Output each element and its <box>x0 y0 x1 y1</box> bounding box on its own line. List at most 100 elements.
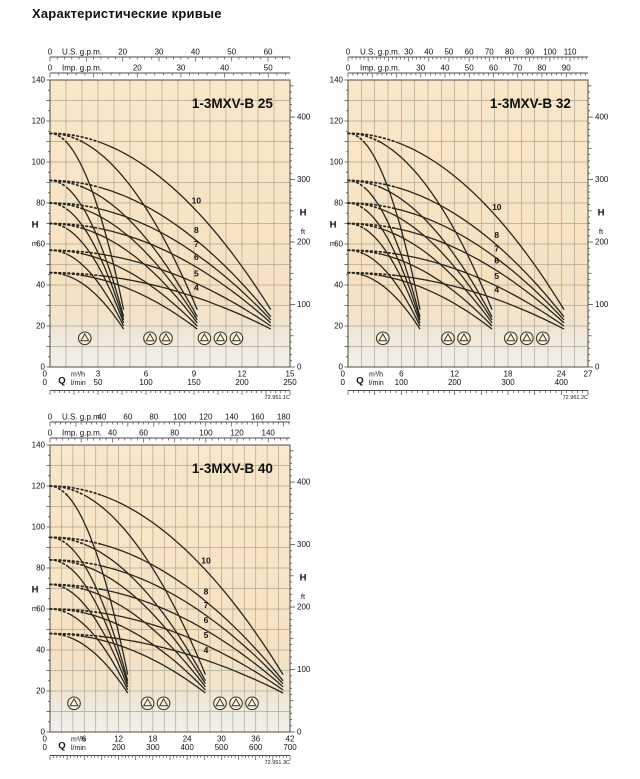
pump-icon-triangle <box>158 697 169 707</box>
curve-solid-6-3p <box>98 227 272 324</box>
us-gpm-label: 100 <box>543 48 557 57</box>
h-m-axis-title: H <box>330 220 337 231</box>
pump-icon-circle <box>375 331 390 346</box>
stage-label-4: 4 <box>194 282 199 292</box>
curve-solid-4-3p <box>101 635 284 694</box>
stage-label-10: 10 <box>192 196 202 206</box>
us-gpm-unit: U.S. g.p.m. <box>62 48 102 57</box>
curve-solid-10-1p <box>65 141 125 310</box>
curve-solid-6-3p <box>395 227 565 324</box>
q-axis-title: Q <box>356 376 363 387</box>
curve-solid-4-2p <box>82 274 198 330</box>
q-lmin-label: 500 <box>215 743 229 752</box>
y-left-label: 120 <box>330 117 344 126</box>
q-m3h-label: 24 <box>557 370 566 379</box>
curve-solid-10-3p <box>101 494 284 675</box>
y-left-label: 40 <box>36 646 45 655</box>
pump-icon <box>156 696 171 711</box>
pump-icon-circle <box>245 696 259 711</box>
curve-solid-4-2p <box>379 274 493 330</box>
curve-solid-4-3p <box>98 274 272 330</box>
curve-solid-6-1p <box>363 227 421 324</box>
pump-icon-triangle <box>215 697 225 707</box>
q-m3h-label: 6 <box>399 370 404 379</box>
us-gpm-label: 100 <box>173 413 187 422</box>
imp-gpm-unit: Imp. g.p.m. <box>62 429 102 438</box>
y-right-label: 0 <box>297 728 302 737</box>
us-gpm-label: 110 <box>564 48 577 57</box>
curve-solid-5-2p <box>84 612 206 691</box>
pump-icon-circle <box>197 331 212 346</box>
pump-icon <box>140 696 155 711</box>
pump-icon-circle <box>77 331 92 346</box>
y-right-label: 200 <box>297 603 311 612</box>
y-right-label: 100 <box>297 300 311 309</box>
curve-solid-10-2p <box>82 141 198 310</box>
pump-icon-circle <box>156 696 171 711</box>
us-gpm-zero: 0 <box>48 413 53 422</box>
pump-icon-circle <box>213 696 227 711</box>
us-gpm-label: 40 <box>97 413 106 422</box>
q-m3h-label: 12 <box>238 370 247 379</box>
pump-icon <box>197 331 212 346</box>
h-ft-axis-title: H <box>300 572 307 583</box>
y-left-label: 140 <box>32 441 46 450</box>
q-lmin-label: 100 <box>139 378 153 387</box>
pump-icon-circle <box>503 331 518 346</box>
stage-label-5: 5 <box>494 271 499 281</box>
curve-dashed-6-1p <box>49 222 68 230</box>
us-gpm-unit: U.S. g.p.m. <box>62 413 102 422</box>
stage-label-4: 4 <box>494 284 499 294</box>
pump-icon <box>503 331 518 346</box>
curve-dashed-8-3p <box>49 536 103 546</box>
pump-icon <box>229 331 244 346</box>
y-left-label: 40 <box>334 281 343 290</box>
chart-code: 72.951.3C <box>265 760 290 766</box>
y-left-label: 0 <box>339 363 344 372</box>
q-m3h-unit: m³/h <box>71 737 85 744</box>
curve-solid-4-2p <box>84 635 206 694</box>
q-lmin-unit: l/min <box>369 380 384 387</box>
q-lmin-label: 200 <box>235 378 249 387</box>
curve-dashed-6-3p <box>49 583 103 591</box>
q-lmin-label: 700 <box>283 743 297 752</box>
curve-solid-5-3p <box>395 253 565 327</box>
curve-dashed-4-1p <box>49 271 68 277</box>
pump-icon-triangle <box>231 332 242 342</box>
q-m3h-label: 18 <box>504 370 513 379</box>
us-gpm-label: 20 <box>118 48 127 57</box>
pump-icon <box>375 331 390 346</box>
curve-dashed-10-1p <box>347 132 365 143</box>
y-left-label: 80 <box>334 199 343 208</box>
pump-icon <box>143 331 157 346</box>
imp-gpm-label: 40 <box>441 64 450 73</box>
curve-dashed-4-1p <box>347 271 365 277</box>
y-left-label: 120 <box>32 482 46 491</box>
pump-icon <box>535 331 550 346</box>
y-left-label: 60 <box>334 240 343 249</box>
chart-title: 1-3MXV-B 32 <box>490 96 571 111</box>
imp-gpm-label: 80 <box>170 429 179 438</box>
chart-code: 72.961.2C <box>563 395 588 401</box>
q-lmin-label: 150 <box>187 378 201 387</box>
curve-dashed-5-1p <box>49 249 68 255</box>
us-gpm-label: 70 <box>485 48 494 57</box>
imp-gpm-label: 70 <box>513 64 522 73</box>
curve-solid-8-2p <box>82 186 198 318</box>
imp-gpm-label: 30 <box>176 64 185 73</box>
imp-gpm-label: 80 <box>538 64 547 73</box>
curve-solid-10-3p <box>98 141 272 310</box>
curve-solid-10-1p <box>363 141 421 310</box>
us-gpm-label: 140 <box>225 413 239 422</box>
curve-dashed-4-3p <box>49 632 103 638</box>
pump-icon <box>77 331 92 346</box>
y-right-label: 100 <box>595 300 609 309</box>
q-lmin-label: 200 <box>448 378 462 387</box>
curve-solid-10-2p <box>83 494 207 675</box>
q-m3h-unit: m³/h <box>71 372 85 379</box>
us-gpm-label: 80 <box>149 413 158 422</box>
q-m3h-unit: m³/h <box>369 372 383 379</box>
q-axis-title: Q <box>58 741 65 752</box>
us-gpm-label: 60 <box>264 48 273 57</box>
